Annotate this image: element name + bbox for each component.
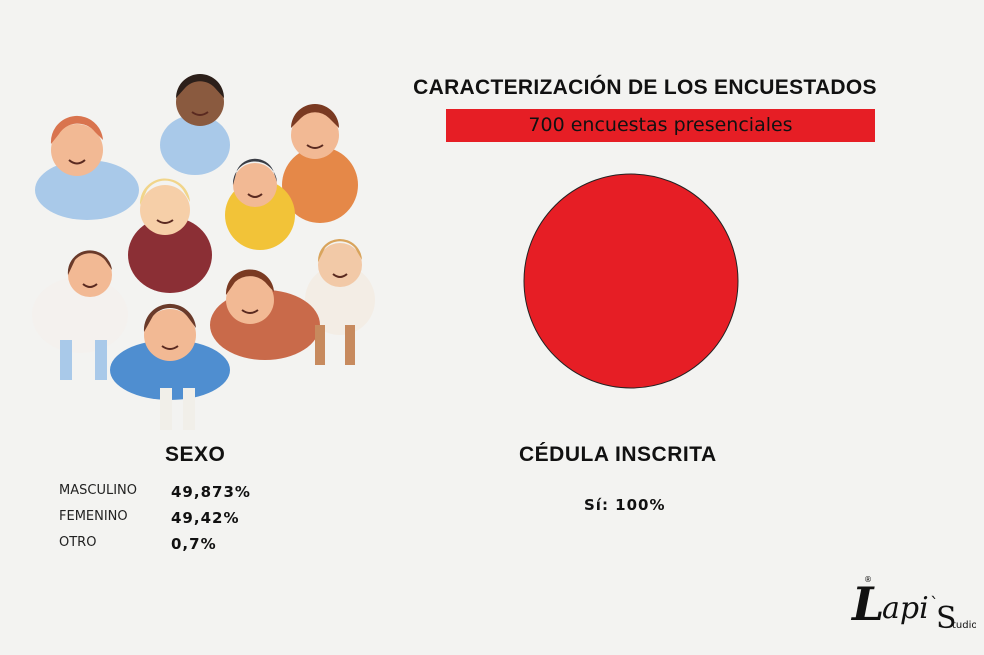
cedula-pie-chart bbox=[523, 173, 739, 389]
sexo-label: OTRO bbox=[59, 535, 97, 550]
subtitle-banner: 700 encuestas presenciales bbox=[446, 109, 875, 142]
svg-text:tudio: tudio bbox=[952, 620, 976, 631]
sexo-label: FEMENINO bbox=[59, 509, 128, 524]
pie-slice-Sí bbox=[523, 173, 739, 389]
sexo-label: MASCULINO bbox=[59, 483, 137, 498]
sexo-row-masculino: MASCULINO 49,873% bbox=[59, 483, 319, 505]
page-title: CARACTERIZACIÓN DE LOS ENCUESTADOS bbox=[413, 76, 877, 99]
sexo-title: SEXO bbox=[165, 443, 226, 466]
lapis-studio-logo: L api ˋ S tudio ® bbox=[850, 575, 976, 636]
cedula-value: Sí: 100% bbox=[584, 496, 666, 514]
cedula-title: CÉDULA INSCRITA bbox=[519, 443, 717, 466]
svg-text:ˋ: ˋ bbox=[930, 594, 939, 615]
sexo-value: 49,873% bbox=[171, 483, 251, 501]
svg-text:®: ® bbox=[864, 575, 872, 584]
sexo-value: 49,42% bbox=[171, 509, 240, 527]
sexo-row-otro: OTRO 0,7% bbox=[59, 535, 319, 557]
sexo-value: 0,7% bbox=[171, 535, 217, 553]
svg-text:S: S bbox=[936, 601, 957, 636]
svg-text:L: L bbox=[850, 577, 884, 631]
people-group-illustration bbox=[32, 74, 375, 430]
sexo-row-femenino: FEMENINO 49,42% bbox=[59, 509, 319, 531]
svg-text:api: api bbox=[882, 591, 929, 626]
